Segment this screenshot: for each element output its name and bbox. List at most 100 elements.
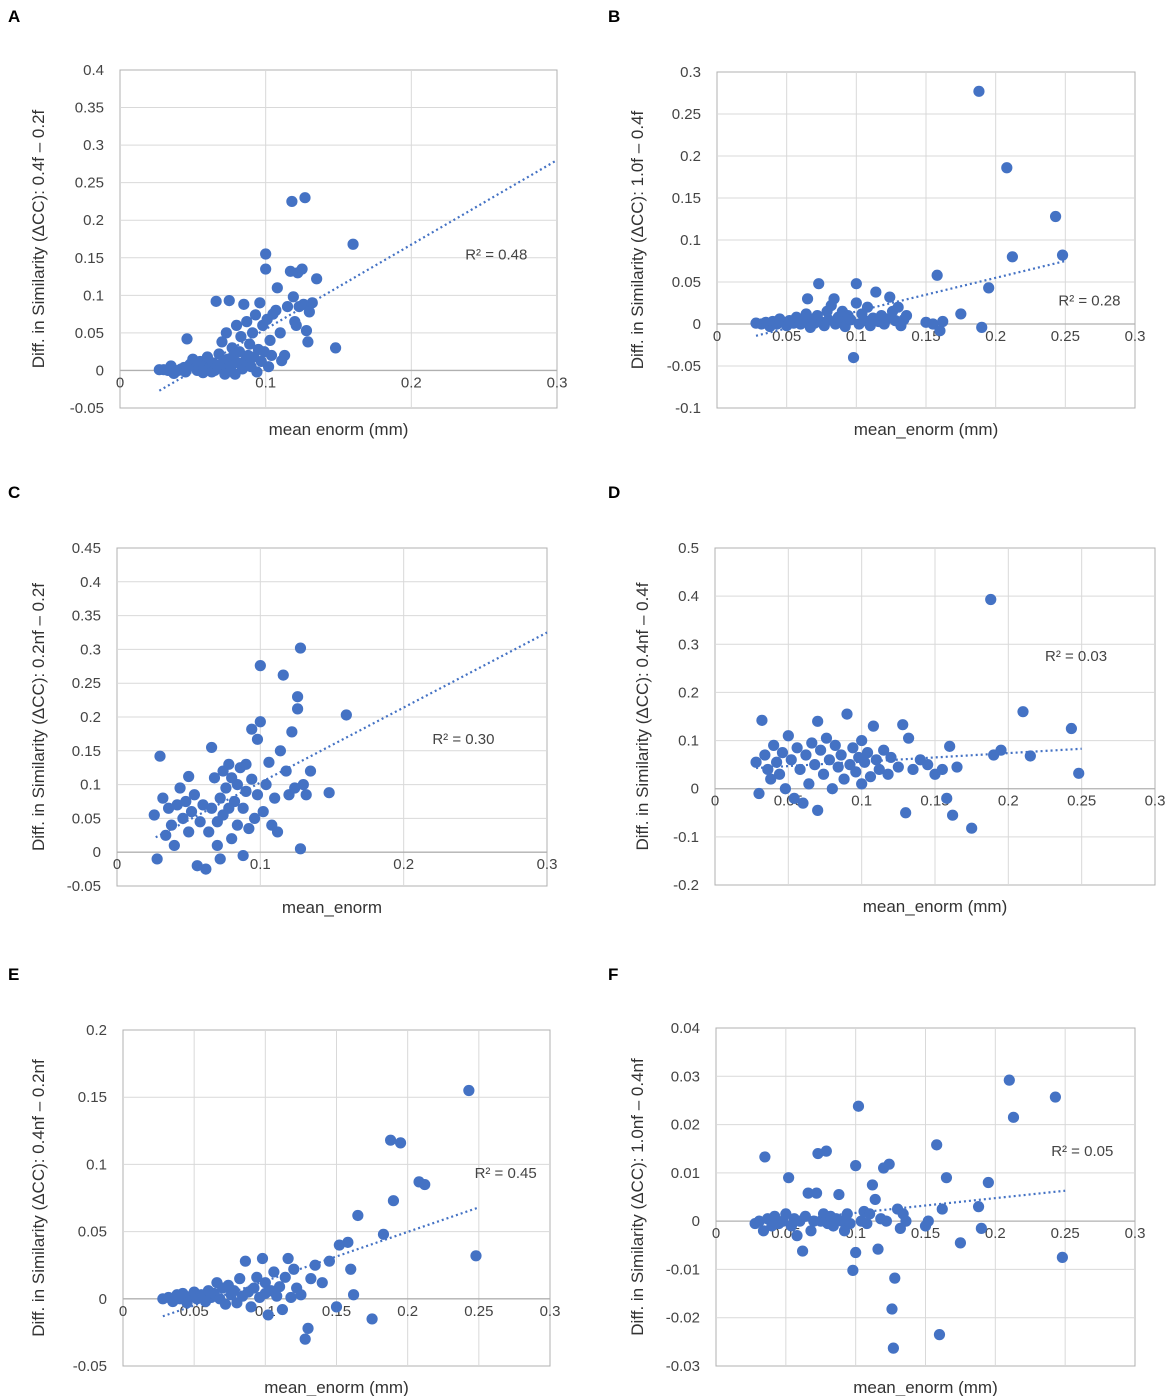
data-point [1065, 722, 1077, 735]
y-tick-label: -0.1 [673, 829, 699, 846]
data-point [174, 782, 186, 794]
data-point [931, 1139, 943, 1151]
data-point [966, 822, 978, 834]
data-point [230, 319, 243, 331]
data-point [805, 1225, 817, 1237]
x-tick-label: 0 [712, 1225, 720, 1242]
y-tick-label: 0.04 [671, 1020, 700, 1037]
data-point [753, 787, 765, 800]
y-tick-label: 0.2 [83, 212, 104, 229]
data-point [809, 759, 821, 771]
data-point [861, 301, 874, 313]
data-point [257, 806, 269, 818]
x-tick-label: 0.2 [985, 1225, 1006, 1242]
data-point [309, 1259, 321, 1271]
y-tick-label: 0 [693, 316, 701, 333]
data-point [183, 770, 195, 783]
r-squared-label: R² = 0.45 [475, 1165, 537, 1182]
data-point [783, 1172, 795, 1184]
data-point [884, 291, 896, 303]
y-tick-label: 0.05 [78, 1224, 107, 1241]
y-axis-title: Diff. in Similarity (ΔCC): 0.4nf – 0.4f [633, 582, 652, 850]
panel-letter-c: C [8, 483, 20, 502]
data-point [248, 1282, 260, 1294]
data-point [750, 756, 762, 768]
data-point [185, 806, 198, 818]
x-tick-label: 0.1 [846, 328, 867, 345]
data-point [220, 327, 232, 339]
data-point [249, 309, 262, 321]
data-point [900, 807, 912, 819]
data-point [260, 263, 272, 275]
data-point [377, 1228, 390, 1240]
data-point [826, 783, 838, 795]
data-point [861, 1217, 873, 1230]
data-point [940, 1172, 953, 1184]
data-point [815, 744, 827, 756]
y-tick-label: 0.15 [72, 743, 101, 760]
y-tick-label: 0.1 [680, 232, 701, 249]
data-point [951, 761, 963, 773]
data-point [295, 1289, 307, 1301]
data-point [850, 278, 862, 290]
data-point [944, 740, 956, 752]
y-tick-label: -0.05 [73, 1358, 107, 1375]
data-point [756, 714, 768, 726]
data-point [271, 282, 283, 294]
data-point [160, 829, 172, 841]
x-tick-label: 0.2 [401, 374, 422, 391]
data-point [796, 1245, 809, 1257]
x-tick-label: 0.05 [772, 328, 801, 345]
data-point [1056, 249, 1069, 261]
x-axis-title: mean_enorm [282, 898, 382, 917]
x-tick-label: 0.15 [911, 1225, 940, 1242]
data-point [802, 1187, 814, 1199]
data-point [177, 1287, 189, 1300]
data-point [294, 642, 307, 654]
data-point [779, 783, 792, 795]
data-point [276, 1303, 289, 1316]
data-point [903, 732, 915, 744]
data-point [264, 334, 276, 346]
data-point [861, 747, 874, 759]
data-point [832, 761, 844, 773]
y-tick-label: 0.1 [80, 777, 101, 794]
data-point [470, 1250, 482, 1262]
y-tick-label: 0.2 [678, 684, 699, 701]
y-tick-label: 0.25 [72, 675, 101, 692]
data-point [299, 192, 311, 204]
r-squared-label: R² = 0.28 [1058, 293, 1120, 310]
data-point [246, 723, 258, 735]
data-point [292, 703, 304, 715]
trendline [755, 259, 1066, 337]
data-point [1049, 210, 1062, 223]
data-point [887, 1342, 899, 1354]
data-point [305, 1273, 317, 1285]
data-point [947, 809, 959, 821]
data-point [820, 1145, 832, 1157]
data-point [892, 301, 904, 313]
data-point [239, 1255, 252, 1267]
y-tick-label: 0.5 [678, 540, 699, 557]
y-tick-label: 0.03 [671, 1068, 700, 1085]
trendline [756, 747, 1082, 770]
data-point [183, 826, 195, 838]
y-tick-label: 0 [692, 1213, 700, 1230]
data-point [823, 754, 836, 766]
data-point [791, 1230, 803, 1242]
data-point [210, 295, 222, 307]
data-point [892, 761, 904, 773]
data-point [936, 763, 948, 776]
data-point [323, 1255, 335, 1267]
data-point [300, 789, 312, 801]
y-tick-label: 0.4 [83, 62, 104, 79]
data-point [806, 737, 818, 749]
y-tick-label: 0.2 [680, 148, 701, 165]
x-tick-label: 0.3 [1125, 328, 1146, 345]
y-tick-label: 0.3 [80, 641, 101, 658]
data-point [281, 301, 294, 313]
data-point [233, 346, 246, 358]
y-axis-title: Diff. in Similarity (ΔCC): 0.2nf – 0.2f [29, 583, 48, 851]
data-point [191, 860, 203, 872]
data-point [223, 758, 235, 770]
